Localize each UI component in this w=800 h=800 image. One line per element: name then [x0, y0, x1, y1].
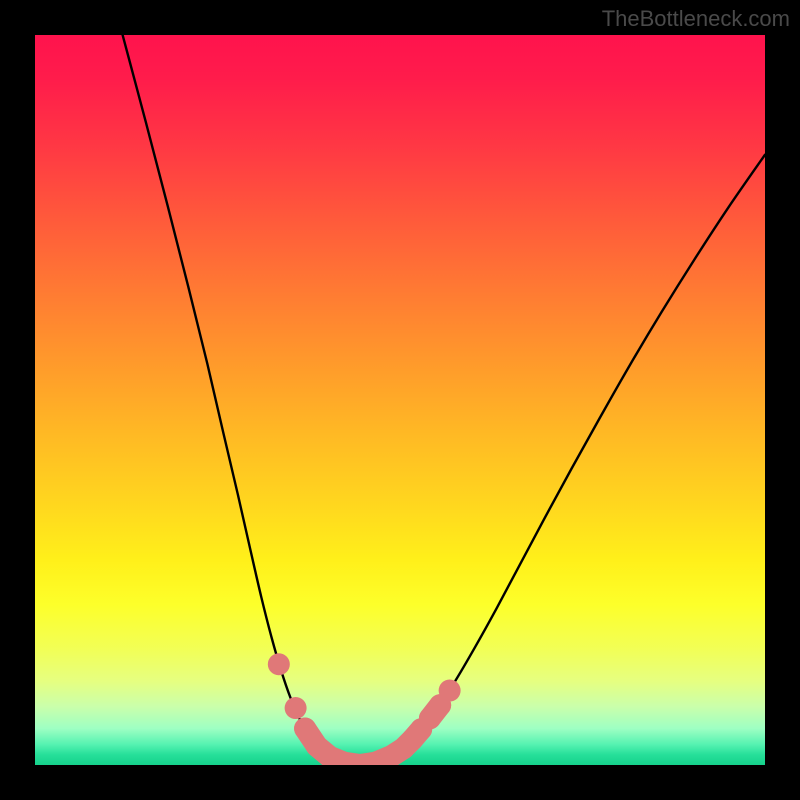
watermark-text: TheBottleneck.com [602, 6, 790, 32]
marker-dot [439, 680, 461, 702]
chart-stage: TheBottleneck.com [0, 0, 800, 800]
gradient-plot-area [35, 35, 765, 765]
marker-dot [268, 653, 290, 675]
marker-dot [285, 697, 307, 719]
marker-dot [419, 707, 441, 729]
chart-svg [0, 0, 800, 800]
